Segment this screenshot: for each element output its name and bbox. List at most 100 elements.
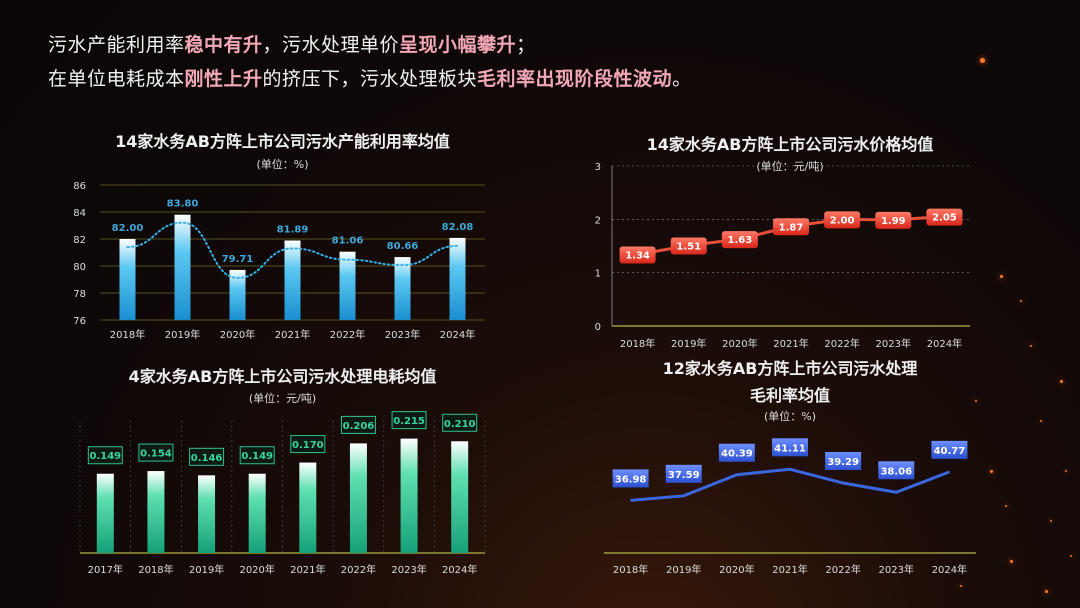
- y-tick-label: 78: [73, 289, 86, 300]
- bar: [174, 214, 191, 320]
- y-tick-label: 84: [73, 208, 86, 219]
- power-chart-title: 4家水务AB方阵上市公司污水处理电耗均值: [128, 367, 437, 386]
- bar: [349, 443, 367, 553]
- data-label: 83.80: [167, 199, 199, 210]
- x-tick-label: 2021年: [290, 563, 325, 576]
- data-label: 79.71: [222, 254, 254, 265]
- spark-dot: [1065, 470, 1067, 472]
- spark-dot: [1000, 275, 1003, 278]
- data-point: [875, 211, 912, 229]
- y-tick-label: 0: [595, 322, 601, 333]
- spark-dot: [960, 585, 962, 587]
- data-label: 2.00: [830, 215, 855, 226]
- data-point: [931, 440, 968, 459]
- spark-dot: [1010, 560, 1013, 563]
- x-tick-label: 2020年: [722, 337, 757, 350]
- data-label: 0.215: [393, 416, 425, 427]
- bar: [339, 251, 356, 320]
- data-label: 0.210: [444, 419, 476, 430]
- series-line: [630, 467, 950, 502]
- data-label: 82.08: [442, 222, 474, 233]
- x-tick-label: 2020年: [719, 563, 754, 576]
- capacity-chart-unit: (单位：%): [256, 158, 309, 171]
- data-point: [824, 211, 861, 229]
- x-tick-label: 2018年: [138, 563, 173, 576]
- x-tick-label: 2022年: [330, 328, 365, 341]
- x-tick-label: 2023年: [879, 563, 914, 576]
- data-label: 39.29: [827, 457, 859, 468]
- data-label: 40.39: [721, 449, 753, 460]
- x-tick-label: 2019年: [165, 328, 200, 341]
- x-tick-label: 2023年: [385, 328, 420, 341]
- data-label: 1.99: [881, 216, 906, 227]
- spark-dot: [1045, 590, 1048, 593]
- bar: [119, 239, 136, 320]
- x-tick-label: 2024年: [927, 337, 962, 350]
- data-label: 2.05: [932, 213, 957, 224]
- bar: [248, 473, 266, 553]
- data-label: 1.34: [625, 251, 650, 262]
- data-label: 0.170: [292, 440, 324, 451]
- data-label: 0.146: [191, 453, 223, 464]
- headline-line-1: 污水产能利用率稳中有升，污水处理单价呈现小幅攀升；: [48, 30, 536, 57]
- data-label: 82.00: [112, 223, 144, 234]
- bar: [147, 471, 165, 553]
- capacity-chart-title: 14家水务AB方阵上市公司污水产能利用率均值: [115, 132, 450, 151]
- bar: [299, 462, 317, 553]
- data-label-box: [290, 435, 326, 454]
- price-chart-unit: (单位：元/吨): [756, 160, 824, 173]
- data-point: [926, 208, 963, 226]
- bar: [400, 438, 418, 553]
- x-tick-label: 2022年: [341, 563, 376, 576]
- data-point: [772, 438, 808, 457]
- data-label-box: [239, 446, 275, 465]
- bar: [229, 269, 246, 320]
- data-label: 1.63: [728, 235, 753, 246]
- x-tick-label: 2024年: [442, 563, 477, 576]
- trend-line: [126, 221, 459, 279]
- data-label-box: [189, 447, 225, 466]
- bar: [198, 475, 216, 553]
- x-tick-label: 2021年: [773, 337, 808, 350]
- headline-highlight: 稳中有升: [184, 34, 263, 56]
- spark-dot: [990, 470, 993, 473]
- data-label: 40.77: [934, 446, 966, 457]
- x-tick-label: 2019年: [666, 563, 701, 576]
- data-label: 0.154: [140, 449, 172, 460]
- x-tick-label: 2018年: [620, 337, 655, 350]
- x-tick-label: 2021年: [275, 328, 310, 341]
- x-tick-label: 2018年: [110, 328, 145, 341]
- headline-highlight: 刚性上升: [184, 68, 263, 90]
- bar: [449, 237, 466, 320]
- power-chart-unit: (单位：元/吨): [248, 392, 317, 405]
- x-tick-label: 2022年: [825, 563, 860, 576]
- margin-chart-title-1: 12家水务AB方阵上市公司污水处理: [662, 359, 918, 378]
- headline-seg: ；: [516, 34, 536, 56]
- data-label: 37.59: [668, 470, 700, 481]
- y-tick-label: 82: [73, 235, 86, 246]
- data-label: 1.87: [779, 222, 804, 233]
- bar: [451, 441, 469, 553]
- x-tick-label: 2020年: [220, 328, 255, 341]
- spark-dot: [1070, 555, 1072, 557]
- data-point: [670, 237, 707, 255]
- data-label: 0.149: [241, 451, 273, 462]
- spark-dot: [975, 400, 977, 402]
- headline-highlight: 呈现小幅攀升: [399, 34, 517, 56]
- x-tick-label: 2022年: [824, 337, 859, 350]
- spark-dot: [1050, 520, 1052, 522]
- data-label: 80.66: [387, 241, 419, 252]
- data-label-box: [340, 415, 376, 434]
- bar: [96, 473, 114, 553]
- data-label: 1.51: [676, 241, 701, 252]
- data-label: 38.06: [880, 466, 912, 477]
- y-tick-label: 86: [73, 181, 86, 192]
- spark-dot: [1005, 505, 1007, 507]
- data-label-box: [87, 446, 123, 465]
- price-chart-title: 14家水务AB方阵上市公司污水价格均值: [646, 135, 934, 154]
- x-tick-label: 2024年: [932, 563, 967, 576]
